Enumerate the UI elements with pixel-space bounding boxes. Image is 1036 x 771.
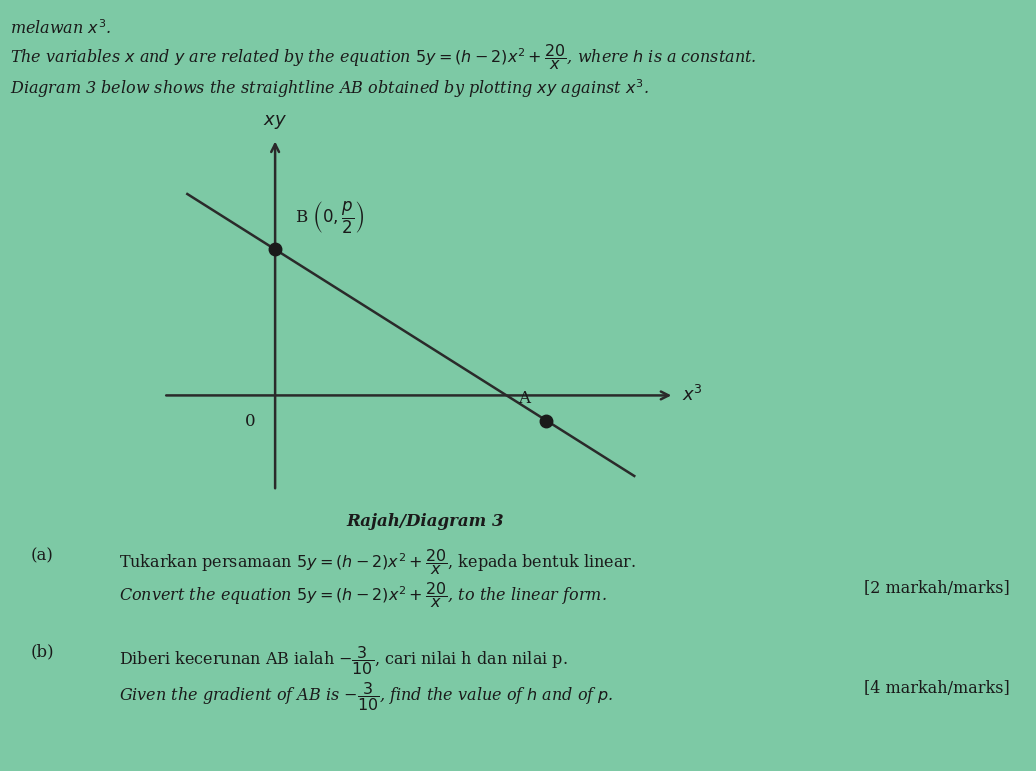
Text: [4 markah/marks]: [4 markah/marks] — [864, 680, 1010, 697]
Text: Diberi kecerunan AB ialah $-\dfrac{3}{10}$, cari nilai h dan nilai p.: Diberi kecerunan AB ialah $-\dfrac{3}{10… — [119, 644, 568, 677]
Text: The variables $x$ and $y$ are related by the equation $5y=(h-2)x^2+\dfrac{20}{x}: The variables $x$ and $y$ are related by… — [10, 42, 757, 72]
Text: A: A — [518, 390, 530, 407]
Text: Convert the equation $5y=(h-2)x^2+\dfrac{20}{x}$, to the linear form.: Convert the equation $5y=(h-2)x^2+\dfrac… — [119, 580, 607, 610]
Text: (b): (b) — [31, 644, 55, 661]
Text: $x^3$: $x^3$ — [682, 386, 703, 406]
Text: B $\left(0,\dfrac{p}{2}\right)$: B $\left(0,\dfrac{p}{2}\right)$ — [295, 200, 365, 236]
Text: Rajah/Diagram 3: Rajah/Diagram 3 — [346, 513, 503, 530]
Text: Diagram 3 below shows the straightline AB obtained by plotting $xy$ against $x^3: Diagram 3 below shows the straightline A… — [10, 77, 650, 99]
Text: (a): (a) — [31, 547, 54, 564]
Text: [2 markah/marks]: [2 markah/marks] — [864, 580, 1010, 597]
Text: melawan $x^3$.: melawan $x^3$. — [10, 19, 112, 38]
Text: Tukarkan persamaan $5y=(h-2)x^2+\dfrac{20}{x}$, kepada bentuk linear.: Tukarkan persamaan $5y=(h-2)x^2+\dfrac{2… — [119, 547, 636, 577]
Text: Given the gradient of AB is $-\dfrac{3}{10}$, find the value of $h$ and of $p$.: Given the gradient of AB is $-\dfrac{3}{… — [119, 680, 613, 713]
Text: 0: 0 — [244, 413, 255, 430]
Text: $xy$: $xy$ — [263, 113, 287, 131]
